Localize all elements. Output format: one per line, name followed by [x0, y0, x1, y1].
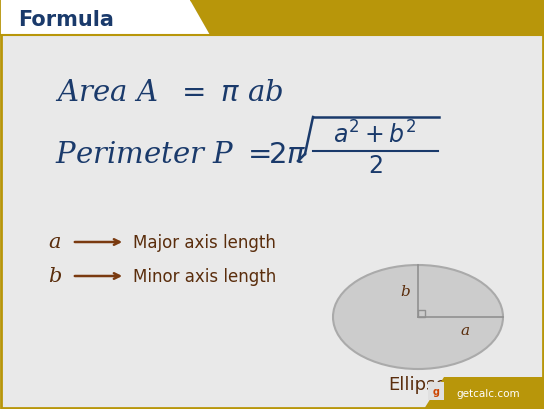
Text: $2$: $2$: [368, 155, 382, 178]
Polygon shape: [1, 1, 210, 36]
Text: $a^2 + b^2$: $a^2 + b^2$: [333, 121, 417, 148]
Text: Perimeter P $=$: Perimeter P $=$: [55, 141, 270, 169]
Text: a: a: [460, 323, 469, 337]
Text: g: g: [432, 386, 440, 396]
Text: Minor axis length: Minor axis length: [133, 267, 276, 285]
Text: getcalc.com: getcalc.com: [456, 388, 520, 398]
Text: Major axis length: Major axis length: [133, 234, 276, 252]
Text: b: b: [400, 284, 410, 298]
Text: Formula: Formula: [18, 10, 114, 30]
Polygon shape: [424, 377, 543, 409]
FancyBboxPatch shape: [428, 382, 444, 400]
Ellipse shape: [333, 265, 503, 369]
Text: a: a: [48, 233, 60, 252]
Text: $2\pi$: $2\pi$: [268, 141, 306, 169]
Text: b: b: [48, 267, 61, 286]
Polygon shape: [190, 1, 543, 36]
Text: Ellipse: Ellipse: [388, 375, 447, 393]
Text: Area A  $=$ $\pi$ ab: Area A $=$ $\pi$ ab: [55, 79, 283, 107]
